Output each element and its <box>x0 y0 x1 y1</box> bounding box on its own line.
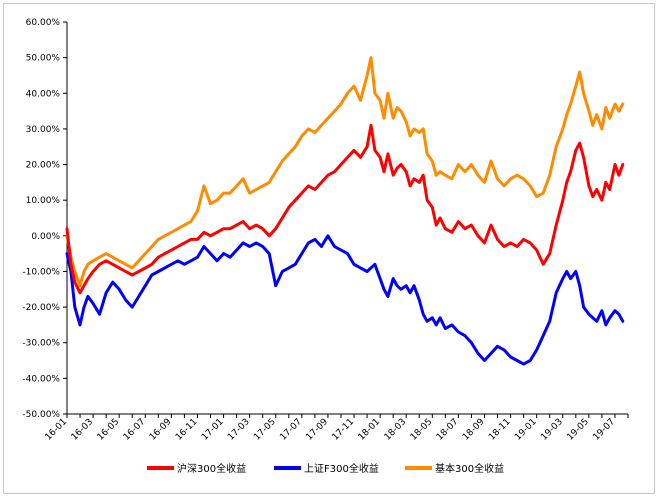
series-line <box>65 123 625 295</box>
x-tick-label: 17-03 <box>226 417 252 443</box>
y-tick-label: 40.00% <box>26 89 61 99</box>
series-lines <box>65 56 625 366</box>
x-tick-label: 18-03 <box>383 417 409 443</box>
x-tick-label: 18-11 <box>487 417 513 443</box>
y-tick-label: -20.00% <box>22 303 60 313</box>
y-tick-label: 30.00% <box>26 125 61 135</box>
y-tick-label: 10.00% <box>26 196 61 206</box>
series-line <box>65 56 625 288</box>
x-tick-label: 17-05 <box>252 417 278 443</box>
x-tick-label: 16-05 <box>96 417 122 443</box>
x-tick-label: 16-07 <box>122 417 148 443</box>
x-tick-label: 18-09 <box>461 417 487 443</box>
y-tick-label: 0.00% <box>31 232 60 242</box>
y-tick-label: -10.00% <box>22 267 60 277</box>
x-axis-tick-labels: 16-01 16-03 16-05 16-07 16-09 16-11 17-01 17-03… <box>44 417 618 443</box>
y-axis-tick-labels: -50.00% -40.00% -30.00% -20.00% -10.00% 0.00%… <box>22 18 60 420</box>
x-tick-label: 18-07 <box>435 417 461 443</box>
legend-label: 基本300全收益 <box>435 462 504 475</box>
y-tick-label: -50.00% <box>22 410 60 420</box>
x-tick-label: 17-09 <box>304 417 330 443</box>
y-tick-label: 60.00% <box>26 18 61 28</box>
x-tick-label: 16-01 <box>44 417 70 443</box>
y-tick-label: 20.00% <box>26 161 61 171</box>
x-tick-label: 17-11 <box>331 417 357 443</box>
x-tick-label: 16-11 <box>174 417 200 443</box>
x-tick-label: 19-01 <box>513 417 539 443</box>
plot-area-axes <box>63 21 629 418</box>
x-tick-label: 16-09 <box>148 417 174 443</box>
legend-label: 上证F300全收益 <box>304 462 379 475</box>
y-tick-label: 50.00% <box>26 54 61 64</box>
y-tick-label: -30.00% <box>22 339 60 349</box>
x-tick-label: 19-03 <box>539 417 565 443</box>
legend-label: 沪深300全收益 <box>177 462 246 475</box>
x-tick-label: 18-05 <box>409 417 435 443</box>
x-tick-label: 19-07 <box>592 417 618 443</box>
x-tick-label: 17-01 <box>200 417 226 443</box>
x-tick-label: 18-01 <box>357 417 383 443</box>
x-tick-label: 16-03 <box>70 417 96 443</box>
x-tick-label: 19-05 <box>565 417 591 443</box>
y-tick-label: -40.00% <box>22 374 60 384</box>
x-tick-label: 17-07 <box>278 417 304 443</box>
series-line <box>65 234 625 366</box>
chart-frame <box>3 3 655 494</box>
legend: 沪深300全收益 上证F300全收益 基本300全收益 <box>147 462 504 475</box>
